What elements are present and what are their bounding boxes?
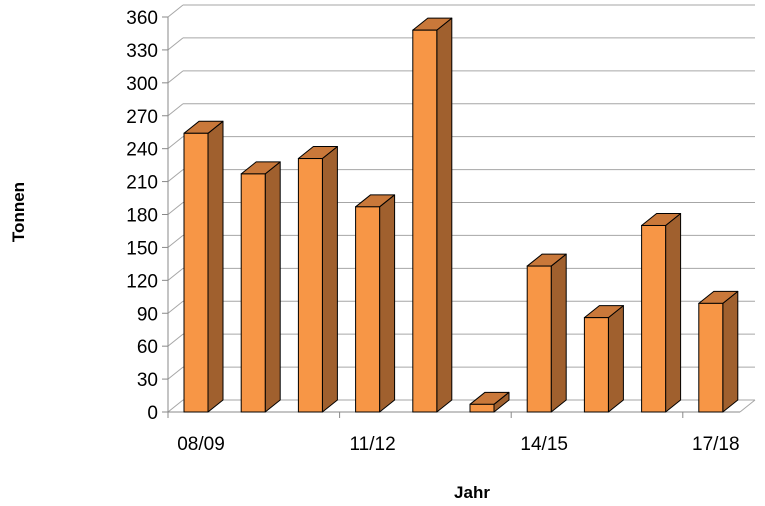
y-axis-title: Tonnen (9, 182, 28, 242)
gridline-diagonal (167, 136, 184, 150)
bar-17-18 (698, 290, 739, 413)
gridline-diagonal (167, 366, 184, 380)
bar-front (240, 173, 266, 413)
bar-front (412, 29, 438, 413)
bar-10-11 (297, 146, 338, 413)
bars (183, 17, 739, 413)
y-tick-label: 210 (126, 173, 158, 194)
y-tick-label: 90 (137, 304, 158, 325)
floor-edge (739, 399, 756, 413)
x-tick-label: 08/09 (177, 434, 225, 455)
x-tick-label: 11/12 (350, 434, 396, 455)
y-tick-label: 180 (126, 206, 158, 227)
y-tick-label: 0 (147, 403, 158, 424)
bar-15-16 (583, 305, 624, 413)
bar-side (722, 290, 739, 413)
y-tick-label: 60 (137, 337, 158, 358)
bar-side (607, 305, 624, 413)
bar-12-13 (412, 17, 453, 413)
bar-front (526, 265, 552, 413)
bar-front (641, 224, 667, 413)
gridline-diagonal (167, 37, 184, 51)
bar-front (183, 132, 209, 413)
x-tick-label: 14/15 (520, 434, 568, 455)
bar-side (321, 146, 338, 413)
y-tick-label: 120 (126, 271, 158, 292)
x-tick-label: 17/18 (692, 434, 740, 455)
gridline-diagonal (167, 235, 184, 248)
y-tick-label: 30 (137, 370, 158, 391)
gridline-diagonal (167, 333, 184, 347)
x-tick-labels: 08/09 11/12 14/15 17/18 (177, 434, 739, 455)
y-tick-label: 360 (126, 8, 158, 29)
gridline-diagonal (167, 300, 184, 314)
bar-side (436, 17, 453, 413)
gridline-diagonal (167, 103, 184, 117)
bar-14-15 (526, 253, 567, 413)
gridline-diagonal (167, 202, 184, 215)
y-tick-label: 240 (126, 140, 158, 161)
y-tick-label: 330 (126, 41, 158, 62)
bar-front (297, 158, 323, 413)
bar-13-14 (469, 391, 510, 413)
gridline-diagonal (167, 399, 184, 413)
y-tick-label: 150 (126, 238, 158, 259)
bar-side (264, 161, 281, 413)
bar-11-12 (355, 194, 396, 413)
x-axis-title: Jahr (454, 483, 490, 502)
bar-16-17 (641, 212, 682, 413)
bar-front (355, 206, 381, 413)
bar-front (469, 403, 495, 413)
gridline-diagonal (167, 267, 184, 281)
gridline-diagonal (167, 4, 184, 18)
y-tick-label: 300 (126, 74, 158, 95)
bar-09-10 (240, 161, 281, 413)
bar-side (550, 253, 567, 413)
bar-front (698, 302, 724, 413)
bar-side (207, 120, 224, 413)
bar-front (583, 317, 609, 413)
gridline-diagonal (167, 70, 184, 84)
y-tick-label: 270 (126, 107, 158, 128)
bar-side (665, 212, 682, 413)
bar-side (379, 194, 396, 413)
y-tick-labels: 0 30 60 90 120 150 180 210 240 270 300 330 360 (126, 8, 158, 424)
gridline-diagonal (167, 169, 184, 182)
bar-08-09 (183, 120, 224, 413)
